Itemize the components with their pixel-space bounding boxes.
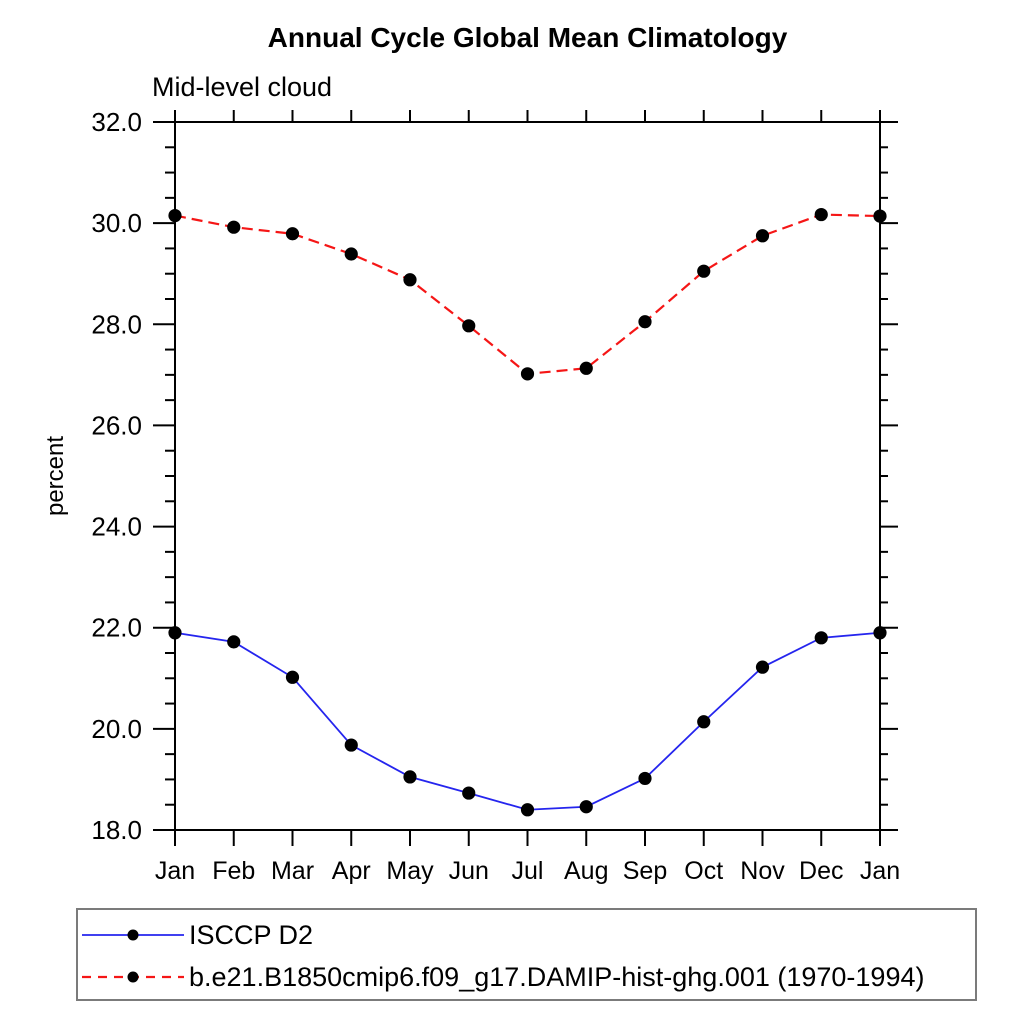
series-line-0 <box>174 631 881 811</box>
series-marker-dot <box>520 803 535 817</box>
x-tick-label: Mar <box>271 857 314 885</box>
legend-label-isccp-d2: ISCCP D2 <box>189 919 314 950</box>
series-marker-dot <box>814 631 828 645</box>
legend-item-isccp-d2: ISCCP D2 <box>80 920 313 950</box>
x-tick-label: Oct <box>684 857 723 885</box>
legend-sample-solid-blue-line <box>82 929 184 941</box>
x-tick-label: Nov <box>740 857 785 885</box>
series-marker-dot <box>755 660 770 674</box>
x-tick-label: Apr <box>332 857 371 885</box>
legend-item-model-run: b.e21.B1850cmip6.f09_g17.DAMIP-hist-ghg.… <box>80 962 924 992</box>
series-marker-dot <box>579 800 593 814</box>
series-marker-dot <box>697 264 711 278</box>
series-marker-dot <box>168 626 182 640</box>
x-tick-label: Dec <box>799 857 843 885</box>
series-marker-dot <box>814 207 828 222</box>
series-marker-dot <box>344 247 358 261</box>
y-tick-label: 18.0 <box>91 815 142 845</box>
legend-marker-dot-icon <box>127 971 139 983</box>
series-marker-dot <box>462 319 476 333</box>
series-marker-dot <box>227 220 241 234</box>
y-tick-label: 30.0 <box>91 208 142 238</box>
series-marker-dot <box>520 367 535 381</box>
chart-subtitle: Mid-level cloud <box>152 72 333 102</box>
series-line-1 <box>174 213 881 375</box>
series-marker-dot <box>403 770 417 784</box>
axis-frame <box>174 121 881 831</box>
series-marker-dot <box>168 208 182 223</box>
series-marker-dot <box>873 626 887 640</box>
series-marker-dot <box>227 635 241 649</box>
series-marker-dot <box>873 209 887 223</box>
y-tick-label: 26.0 <box>91 410 142 440</box>
series-marker-dot <box>462 786 476 800</box>
series-marker-dot <box>579 361 593 375</box>
series-marker-dot <box>285 670 300 684</box>
legend-box: ISCCP D2 b.e21.B1850cmip6.f09_g17.DAMIP-… <box>76 908 977 1001</box>
series-marker-dot <box>285 227 300 241</box>
y-tick-label: 24.0 <box>91 512 142 542</box>
x-tick-label: Jun <box>449 857 489 885</box>
series-marker-dot <box>403 273 417 287</box>
series-marker-dot <box>638 315 652 329</box>
legend-marker-dot-icon <box>127 929 139 941</box>
series-marker-dot <box>638 771 652 786</box>
x-tick-label: Sep <box>623 857 667 885</box>
y-tick-label: 20.0 <box>91 714 142 744</box>
y-tick-label: 22.0 <box>91 613 142 643</box>
legend-sample-dashed-red-line <box>82 971 184 983</box>
x-tick-label: May <box>386 857 434 885</box>
series-marker-dot <box>697 715 711 729</box>
chart-title: Annual Cycle Global Mean Climatology <box>267 22 788 53</box>
x-tick-label: Aug <box>564 857 608 885</box>
series-marker-dot <box>755 229 770 243</box>
x-tick-label: Jul <box>512 857 544 885</box>
x-tick-label: Feb <box>212 857 255 885</box>
y-tick-label: 28.0 <box>91 309 142 339</box>
legend-label-model-run: b.e21.B1850cmip6.f09_g17.DAMIP-hist-ghg.… <box>189 961 925 992</box>
y-tick-label: 32.0 <box>91 107 142 137</box>
x-tick-label: Jan <box>155 857 195 885</box>
series-marker-dot <box>344 738 358 752</box>
x-tick-label: Jan <box>860 857 900 885</box>
